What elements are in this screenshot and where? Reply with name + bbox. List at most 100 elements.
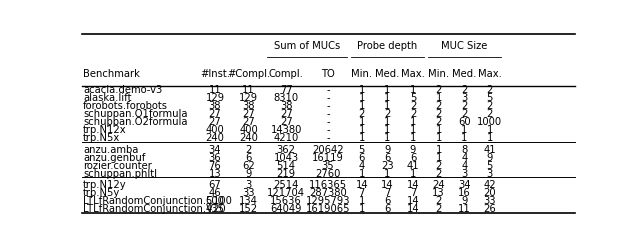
Text: Med.: Med. — [452, 69, 476, 79]
Text: 1: 1 — [384, 125, 390, 135]
Text: 121704: 121704 — [267, 188, 305, 198]
Text: rozier.counter: rozier.counter — [83, 161, 152, 171]
Text: -: - — [326, 86, 330, 95]
Text: schuppan.phltl: schuppan.phltl — [83, 168, 157, 179]
Text: 1: 1 — [358, 86, 365, 95]
Text: Benchmark: Benchmark — [83, 69, 140, 79]
Text: -: - — [326, 101, 330, 111]
Text: 1: 1 — [435, 125, 442, 135]
Text: 14: 14 — [355, 180, 368, 190]
Text: 42: 42 — [483, 180, 496, 190]
Text: 1043: 1043 — [273, 153, 299, 162]
Text: 14: 14 — [381, 180, 394, 190]
Text: 240: 240 — [205, 133, 225, 143]
Text: anzu.genbuf: anzu.genbuf — [83, 153, 145, 162]
Text: trp.N12y: trp.N12y — [83, 180, 127, 190]
Text: 5: 5 — [486, 94, 493, 103]
Text: trp.N5y: trp.N5y — [83, 188, 120, 198]
Text: 9: 9 — [384, 145, 390, 154]
Text: 3: 3 — [461, 168, 467, 179]
Text: 3: 3 — [486, 168, 493, 179]
Text: 2: 2 — [435, 161, 442, 171]
Text: alaska.lift: alaska.lift — [83, 94, 131, 103]
Text: 1: 1 — [486, 125, 493, 135]
Text: 2: 2 — [486, 86, 493, 95]
Text: 5: 5 — [358, 145, 365, 154]
Text: forobots.forobots: forobots.forobots — [83, 101, 168, 111]
Text: 4: 4 — [358, 161, 365, 171]
Text: schuppan.O1formula: schuppan.O1formula — [83, 109, 188, 119]
Text: 514: 514 — [276, 161, 296, 171]
Text: 3: 3 — [461, 94, 467, 103]
Text: 34: 34 — [209, 145, 221, 154]
Text: 240: 240 — [239, 133, 258, 143]
Text: 20: 20 — [483, 188, 496, 198]
Text: 2: 2 — [435, 101, 442, 111]
Text: 152: 152 — [239, 204, 258, 214]
Text: 33: 33 — [484, 196, 496, 206]
Text: 2: 2 — [410, 101, 416, 111]
Text: 11: 11 — [242, 86, 255, 95]
Text: 7: 7 — [410, 188, 416, 198]
Text: 27: 27 — [280, 117, 292, 127]
Text: 1: 1 — [384, 86, 390, 95]
Text: 1: 1 — [358, 204, 365, 214]
Text: 77: 77 — [280, 86, 292, 95]
Text: 1: 1 — [358, 168, 365, 179]
Text: Probe depth: Probe depth — [357, 41, 417, 51]
Text: 16119: 16119 — [312, 153, 344, 162]
Text: 14: 14 — [406, 180, 419, 190]
Text: Min.: Min. — [428, 69, 449, 79]
Text: 16: 16 — [458, 188, 470, 198]
Text: 2: 2 — [435, 109, 442, 119]
Text: -: - — [326, 133, 330, 143]
Text: 27: 27 — [209, 117, 221, 127]
Text: 13: 13 — [209, 168, 221, 179]
Text: 23: 23 — [381, 161, 394, 171]
Text: 1: 1 — [435, 145, 442, 154]
Text: 1: 1 — [384, 117, 390, 127]
Text: Sum of MUCs: Sum of MUCs — [274, 41, 340, 51]
Text: 26: 26 — [483, 204, 496, 214]
Text: 1: 1 — [384, 168, 390, 179]
Text: 2: 2 — [384, 109, 390, 119]
Text: 9: 9 — [461, 196, 467, 206]
Text: 362: 362 — [276, 145, 296, 154]
Text: 41: 41 — [406, 161, 419, 171]
Text: 500: 500 — [205, 196, 225, 206]
Text: 62: 62 — [242, 161, 255, 171]
Text: 27: 27 — [242, 117, 255, 127]
Text: 34: 34 — [458, 180, 470, 190]
Text: 24: 24 — [432, 180, 445, 190]
Text: 5: 5 — [486, 161, 493, 171]
Text: Min.: Min. — [351, 69, 372, 79]
Text: 1: 1 — [384, 101, 390, 111]
Text: 46: 46 — [209, 188, 221, 198]
Text: 2: 2 — [486, 109, 493, 119]
Text: 129: 129 — [239, 94, 258, 103]
Text: TO: TO — [321, 69, 335, 79]
Text: 2: 2 — [461, 101, 467, 111]
Text: 38: 38 — [280, 101, 292, 111]
Text: 2: 2 — [435, 86, 442, 95]
Text: 20642: 20642 — [312, 145, 344, 154]
Text: -: - — [326, 117, 330, 127]
Text: -: - — [326, 94, 330, 103]
Text: 219: 219 — [276, 168, 296, 179]
Text: 1: 1 — [461, 125, 467, 135]
Text: 27: 27 — [280, 109, 292, 119]
Text: 9: 9 — [245, 168, 252, 179]
Text: LTLfRandomConjunction.C100: LTLfRandomConjunction.C100 — [83, 196, 232, 206]
Text: LTLfRandomConjunction.V20: LTLfRandomConjunction.V20 — [83, 204, 226, 214]
Text: trp.N5x: trp.N5x — [83, 133, 120, 143]
Text: 1: 1 — [410, 117, 416, 127]
Text: 38: 38 — [242, 101, 255, 111]
Text: 27: 27 — [242, 109, 255, 119]
Text: 1: 1 — [435, 153, 442, 162]
Text: 116365: 116365 — [309, 180, 347, 190]
Text: 2: 2 — [410, 109, 416, 119]
Text: 287380: 287380 — [309, 188, 347, 198]
Text: 41: 41 — [483, 145, 496, 154]
Text: 1: 1 — [410, 168, 416, 179]
Text: 36: 36 — [209, 153, 221, 162]
